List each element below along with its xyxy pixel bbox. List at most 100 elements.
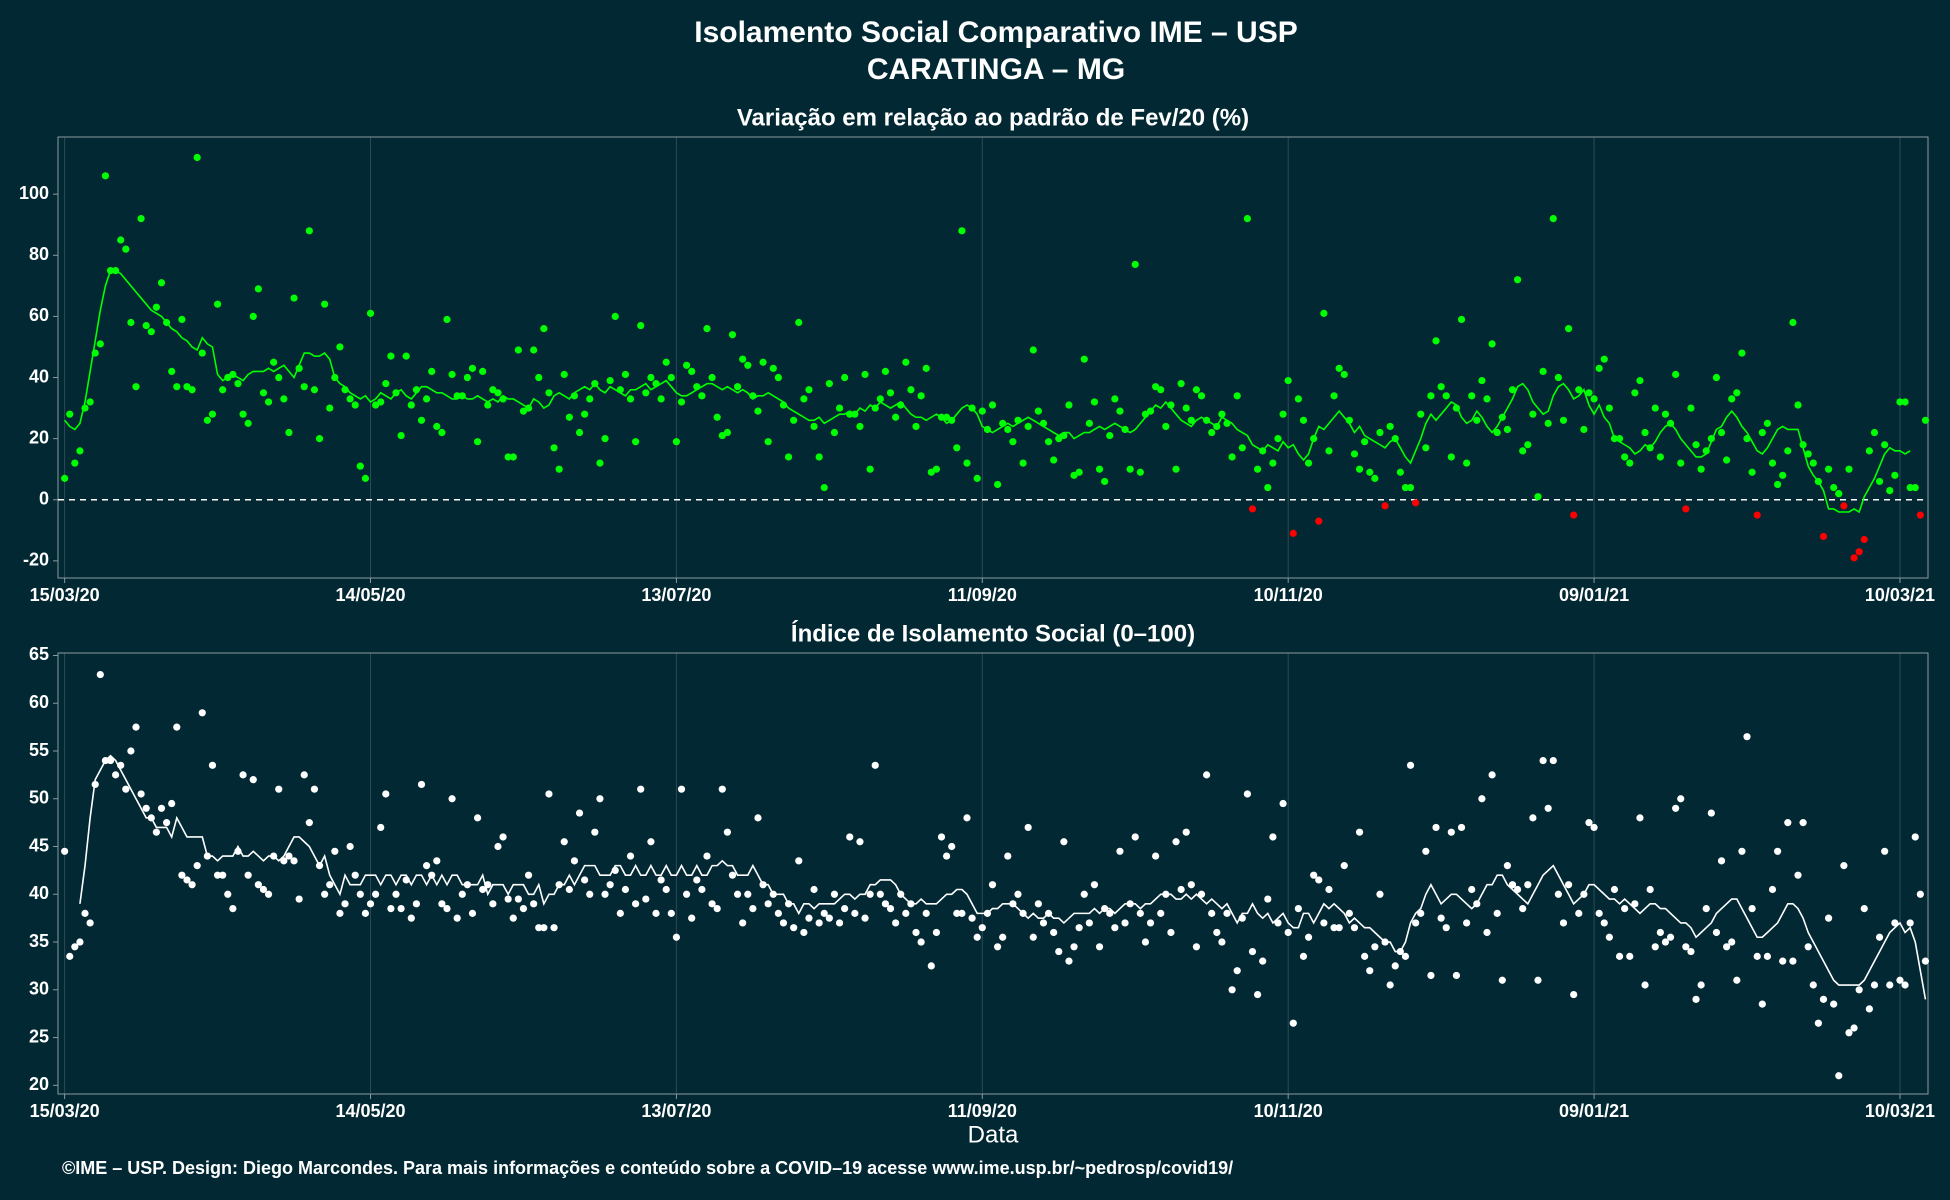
data-point bbox=[1325, 447, 1333, 455]
data-point bbox=[1921, 957, 1930, 965]
data-point bbox=[586, 395, 594, 403]
data-point bbox=[1320, 919, 1328, 927]
data-point bbox=[596, 795, 604, 803]
data-point bbox=[71, 459, 79, 467]
data-point bbox=[693, 383, 701, 391]
data-point bbox=[657, 876, 665, 884]
data-point bbox=[1126, 465, 1134, 473]
x-tick-label: 09/01/21 bbox=[1559, 585, 1629, 605]
data-point bbox=[1758, 1000, 1766, 1008]
data-point bbox=[937, 413, 946, 421]
data-point bbox=[1223, 909, 1231, 917]
data-point bbox=[555, 881, 563, 889]
data-point bbox=[606, 881, 614, 889]
data-point bbox=[1264, 483, 1272, 492]
data-point bbox=[458, 890, 466, 898]
data-point bbox=[321, 890, 329, 898]
data-point bbox=[764, 438, 772, 446]
data-point bbox=[234, 380, 242, 388]
data-point bbox=[1636, 814, 1644, 822]
data-point bbox=[392, 890, 400, 898]
data-point bbox=[769, 890, 777, 898]
data-point bbox=[1850, 554, 1858, 562]
data-point bbox=[739, 355, 747, 363]
data-point bbox=[672, 933, 681, 941]
data-point bbox=[1289, 1019, 1297, 1027]
data-point bbox=[1157, 386, 1165, 394]
data-point bbox=[524, 871, 533, 879]
data-point bbox=[1661, 410, 1670, 418]
data-point bbox=[1881, 847, 1889, 855]
data-point bbox=[1498, 976, 1506, 984]
data-point bbox=[790, 924, 798, 932]
data-point bbox=[397, 431, 405, 440]
data-point bbox=[1340, 862, 1348, 870]
data-point bbox=[1580, 890, 1588, 898]
data-point bbox=[1253, 990, 1262, 999]
data-point bbox=[453, 392, 461, 400]
data-point bbox=[1774, 480, 1782, 489]
data-point bbox=[1733, 389, 1741, 397]
data-point bbox=[1809, 459, 1817, 467]
data-point bbox=[652, 909, 660, 917]
data-point bbox=[1575, 909, 1583, 917]
data-point bbox=[1269, 459, 1277, 467]
data-point bbox=[473, 814, 482, 822]
data-point bbox=[428, 871, 436, 879]
data-point bbox=[1779, 957, 1787, 965]
x-axis-label: Data bbox=[968, 1121, 1019, 1148]
data-point bbox=[1901, 981, 1909, 989]
data-point bbox=[270, 852, 278, 860]
data-point bbox=[1422, 444, 1430, 452]
data-point bbox=[1111, 395, 1119, 403]
data-point bbox=[1641, 981, 1649, 989]
data-point bbox=[535, 924, 543, 932]
data-point bbox=[229, 905, 237, 913]
data-point bbox=[122, 785, 130, 793]
trend-line bbox=[79, 754, 1927, 1000]
data-point bbox=[1865, 1005, 1873, 1013]
data-point bbox=[1595, 909, 1603, 917]
y-tick-label: 40 bbox=[29, 366, 49, 386]
data-point bbox=[1830, 483, 1838, 492]
data-point bbox=[1498, 413, 1506, 421]
data-point bbox=[830, 890, 839, 898]
data-point bbox=[1508, 881, 1517, 889]
data-point bbox=[784, 453, 793, 461]
data-point bbox=[1427, 971, 1435, 980]
data-point bbox=[1875, 933, 1884, 941]
data-point bbox=[1284, 928, 1292, 937]
x-tick-label: 10/11/20 bbox=[1254, 1101, 1323, 1121]
data-point bbox=[1366, 468, 1374, 476]
data-point bbox=[688, 367, 696, 376]
data-point bbox=[672, 438, 681, 446]
data-point bbox=[825, 914, 833, 922]
data-point bbox=[892, 919, 900, 927]
data-point bbox=[504, 453, 512, 461]
data-point bbox=[1203, 771, 1211, 779]
data-point bbox=[1315, 876, 1323, 884]
data-point bbox=[132, 383, 140, 391]
y-tick-label: 60 bbox=[29, 692, 49, 712]
data-point bbox=[881, 900, 890, 908]
data-point bbox=[66, 952, 74, 960]
data-point bbox=[616, 909, 624, 917]
data-point bbox=[1090, 398, 1099, 406]
data-point bbox=[937, 833, 946, 841]
data-point bbox=[626, 852, 635, 860]
data-point bbox=[1238, 914, 1246, 922]
data-point bbox=[173, 723, 181, 731]
data-point bbox=[1345, 909, 1353, 917]
data-point bbox=[473, 438, 482, 446]
data-point bbox=[1243, 790, 1251, 798]
data-point bbox=[825, 380, 833, 388]
data-point bbox=[606, 376, 614, 385]
data-point bbox=[361, 474, 370, 482]
data-point bbox=[973, 933, 981, 941]
data-point bbox=[1197, 392, 1206, 400]
data-point bbox=[1850, 1024, 1858, 1032]
data-point bbox=[479, 885, 487, 894]
data-point bbox=[1106, 909, 1114, 917]
data-point bbox=[810, 422, 818, 431]
data-point bbox=[1437, 914, 1445, 922]
